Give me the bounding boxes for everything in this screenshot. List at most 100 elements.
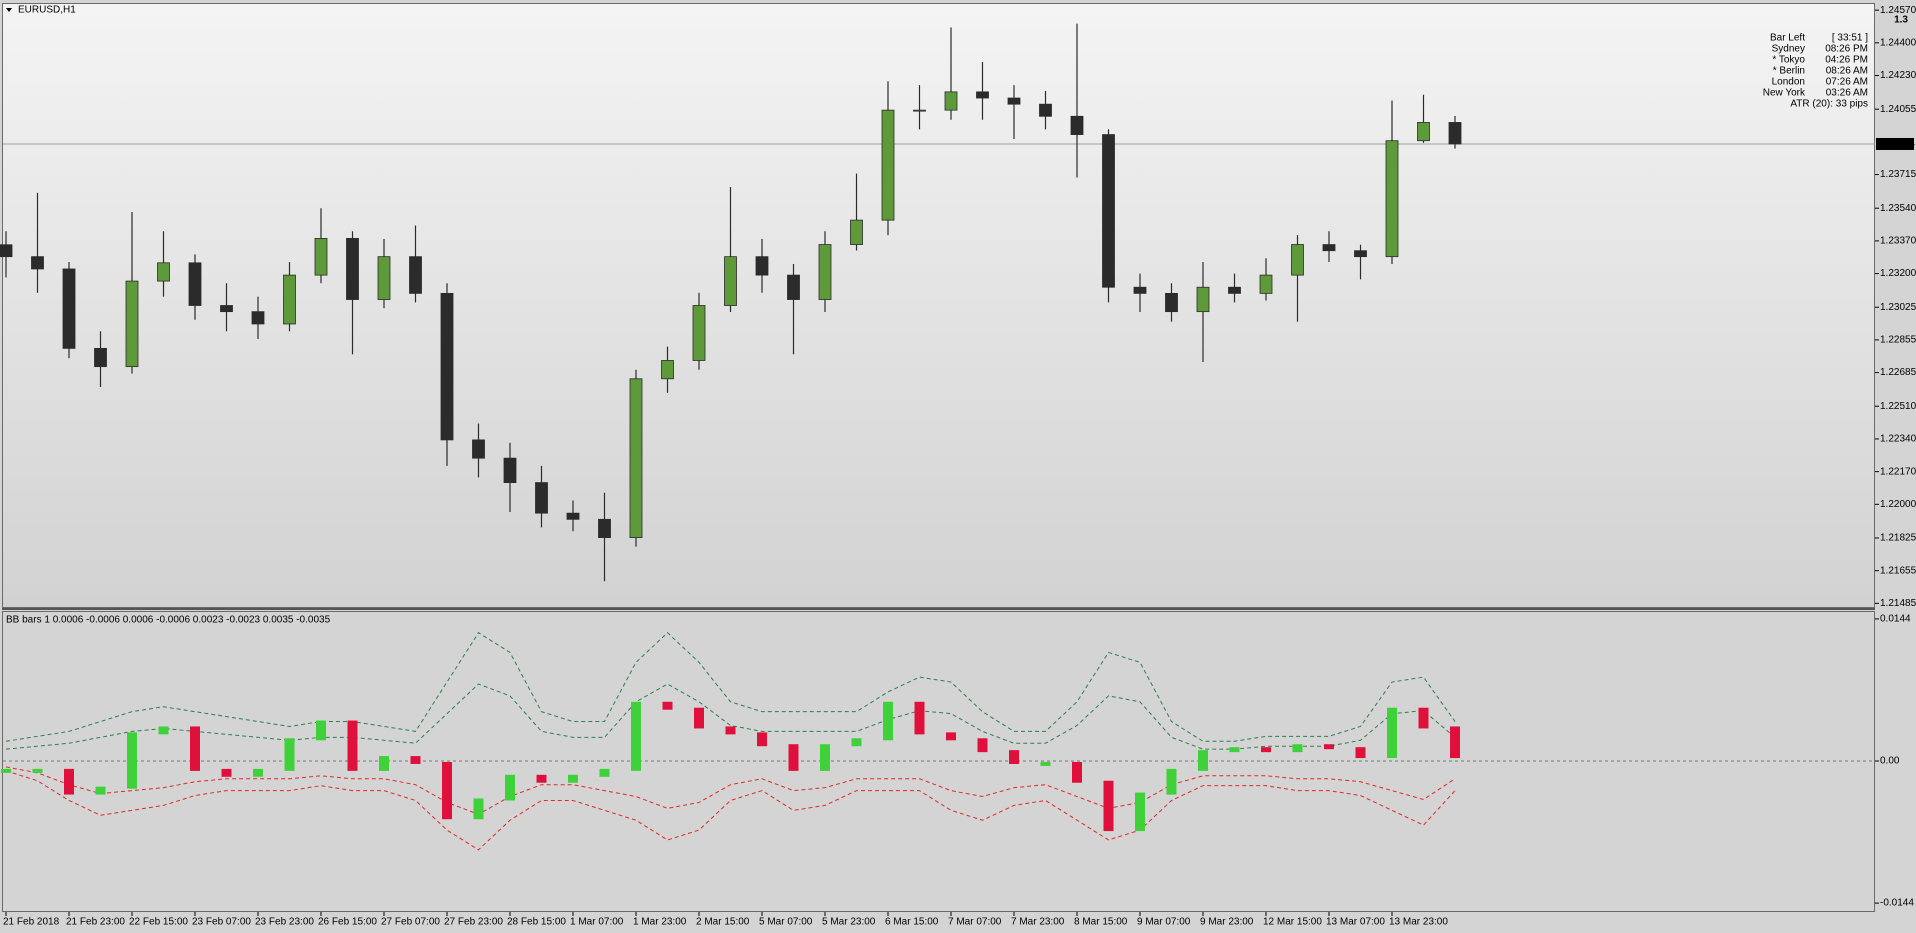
bb-bar — [221, 768, 232, 777]
bb-bar — [1166, 768, 1177, 795]
bb-bar — [1387, 707, 1397, 759]
candle-body — [157, 262, 170, 282]
candle-body — [881, 109, 895, 221]
x-tick-label: 7 Mar 23:00 — [1011, 917, 1065, 928]
bb-bar — [253, 768, 263, 777]
candle-body — [188, 262, 202, 306]
candle-body — [1448, 122, 1462, 145]
bb-bar — [820, 744, 830, 771]
bb-bar — [505, 774, 515, 801]
bb-bar — [1040, 761, 1051, 766]
x-tick-label: 1 Mar 23:00 — [633, 917, 687, 928]
bb-bar — [127, 732, 137, 789]
x-tick-label: 23 Feb 23:00 — [255, 917, 314, 928]
candle-body — [283, 274, 296, 325]
band-line — [5, 766, 1456, 815]
bb-bar — [914, 701, 925, 735]
x-tick-label: 12 Mar 15:00 — [1263, 917, 1322, 928]
candle-body — [1385, 140, 1399, 258]
candle-body — [440, 292, 454, 441]
bb-bar — [1103, 780, 1114, 832]
x-tick-label: 1 Mar 07:00 — [570, 917, 624, 928]
x-tick-label: 2 Mar 15:00 — [696, 917, 750, 928]
bb-bar — [1229, 747, 1240, 753]
session-label: London — [1772, 77, 1805, 88]
bb-bar — [1, 768, 11, 773]
y-tick-label: 1.23370 — [1880, 236, 1916, 247]
candle-body — [850, 219, 863, 245]
bb-bar — [1072, 761, 1082, 783]
bb-bar — [788, 744, 799, 771]
candle-body — [1102, 134, 1115, 288]
y-tick-label: 1.21825 — [1880, 533, 1916, 544]
current-price-box — [1876, 137, 1914, 150]
candle-body — [1417, 122, 1430, 142]
bb-bar — [568, 774, 578, 783]
bb-bar — [1198, 750, 1208, 771]
x-tick-label: 22 Feb 15:00 — [129, 917, 188, 928]
bb-bar — [851, 738, 862, 747]
x-tick-label: 23 Feb 07:00 — [192, 917, 251, 928]
y-tick-label: 0.0144 — [1880, 614, 1911, 625]
bb-bar — [32, 768, 43, 773]
candle-body — [94, 347, 107, 368]
bb-bar — [977, 738, 988, 753]
session-label: * Berlin — [1773, 66, 1805, 77]
timer-label: Bar Left — [1770, 33, 1805, 44]
candle-body — [598, 518, 611, 538]
y-tick-label: 1.21655 — [1880, 565, 1916, 576]
session-time: 08:26 PM — [1825, 44, 1868, 55]
candle-body — [535, 482, 548, 514]
candle-body — [377, 256, 391, 300]
y-tick-label: 1.21485 — [1880, 598, 1916, 609]
bb-bar — [1135, 792, 1145, 832]
y-tick-label: 1.22855 — [1880, 335, 1916, 346]
atr-label: ATR (20): 33 pips — [1790, 99, 1868, 110]
bb-bar — [662, 701, 673, 710]
x-tick-label: 27 Feb 23:00 — [444, 917, 503, 928]
candle-body — [629, 378, 643, 538]
symbol-title: EURUSD,H1 — [18, 5, 76, 16]
y-tick-label: 1.24055 — [1880, 104, 1916, 115]
bb-bar — [379, 756, 389, 771]
bb-bar — [946, 732, 956, 741]
candle-body — [409, 256, 422, 294]
candle-body — [31, 256, 44, 270]
bb-bar — [442, 761, 452, 820]
y-tick-label: -0.0144 — [1880, 898, 1914, 909]
bb-bar — [410, 756, 421, 764]
indicator-title: BB bars 1 0.0006 -0.0006 0.0006 -0.0006 … — [6, 615, 331, 626]
candle-body — [818, 244, 832, 300]
candle-body — [1228, 286, 1241, 294]
bb-bar — [473, 798, 484, 820]
candle-body — [1259, 274, 1273, 294]
x-tick-label: 8 Mar 15:00 — [1074, 917, 1128, 928]
x-tick-label: 5 Mar 23:00 — [822, 917, 876, 928]
menu-arrow[interactable] — [6, 8, 12, 12]
y-tick-label: 1.23715 — [1880, 169, 1916, 180]
session-time: 07:26 AM — [1826, 77, 1868, 88]
candle-body — [1354, 250, 1367, 258]
candle-body — [1039, 103, 1052, 117]
y-tick-label: 1.22000 — [1880, 499, 1916, 510]
y-tick-label: 1.23540 — [1880, 203, 1916, 214]
session-label: * Tokyo — [1772, 55, 1805, 66]
session-label: Sydney — [1772, 44, 1805, 55]
candle-body — [1133, 286, 1147, 294]
candle-body — [503, 457, 517, 483]
bb-bar — [1418, 707, 1429, 729]
bb-bar — [1261, 747, 1271, 753]
bb-bar — [883, 701, 893, 741]
candle-body — [62, 268, 76, 349]
session-time: 04:26 PM — [1825, 55, 1868, 66]
bb-bar — [1009, 750, 1019, 764]
bb-bar — [694, 707, 704, 729]
indicator-panel — [2, 611, 1875, 912]
bb-bar — [599, 768, 610, 777]
x-tick-label: 21 Feb 2018 — [3, 917, 60, 928]
bb-bar — [190, 726, 200, 771]
bb-bar — [158, 726, 169, 735]
bb-bar — [1450, 726, 1460, 759]
bb-bar — [631, 701, 641, 771]
